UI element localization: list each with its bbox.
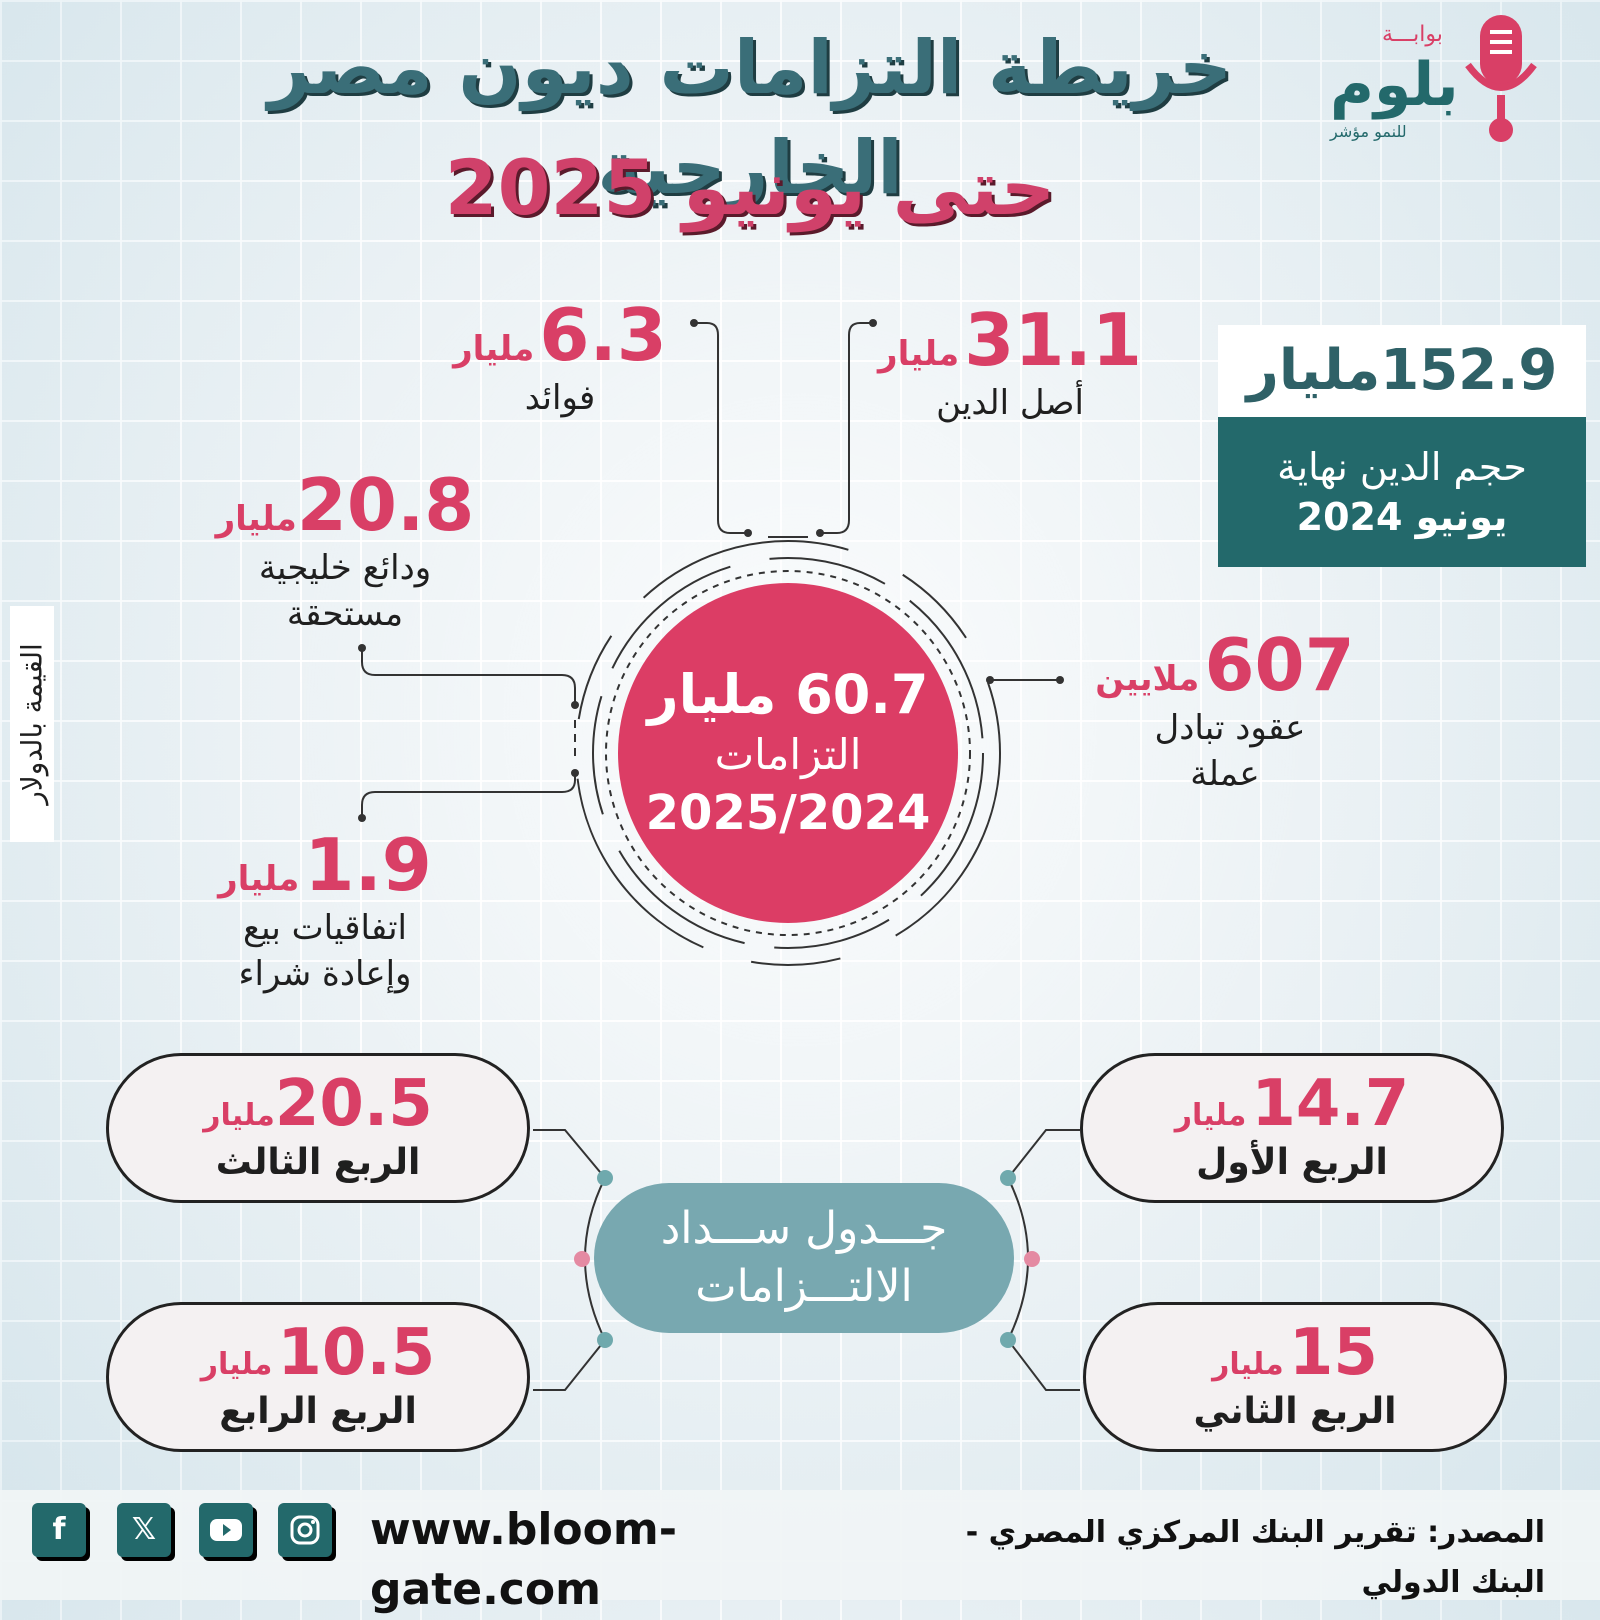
currency-note: القيمة بالدولار	[10, 606, 54, 842]
youtube-icon[interactable]	[199, 1503, 253, 1557]
source-note: المصدر: تقرير البنك المركزي المصري - الب…	[965, 1515, 1545, 1600]
website-link[interactable]: www.bloom-gate.com	[370, 1504, 677, 1615]
logo-name: بلوم	[1330, 50, 1459, 120]
obligations-circle: 60.7 مليار التزامات 2025/2024	[618, 583, 958, 923]
x-icon[interactable]: 𝕏	[117, 1503, 171, 1557]
repayment-schedule-title: جـــدول ســـداد الالتـــزامات	[594, 1183, 1014, 1333]
page-subtitle: حتى يونيو 2025	[444, 143, 1056, 232]
quarter-4-pill: 10.5 مليار الربع الرابع	[106, 1302, 530, 1452]
logo-mark-icon	[1465, 15, 1537, 142]
principal-stat: 31.1 مليار أصل الدين	[878, 298, 1142, 423]
bloom-logo: بوابـــة بلوم للنمو مؤشر	[1330, 10, 1570, 145]
quarter-2-pill: 15 مليار الربع الثاني	[1083, 1302, 1507, 1452]
repo-stat: 1.9 مليار اتفاقيات بيع وإعادة شراء	[218, 823, 432, 994]
interest-stat: 6.3 مليار فوائد	[453, 293, 667, 418]
footer-bar	[0, 1490, 1600, 1600]
currency-swaps-stat: 607 ملايين عقود تبادل عملة	[1095, 623, 1355, 794]
facebook-icon[interactable]: f	[32, 1503, 86, 1557]
logo-tagline: للنمو مؤشر	[1330, 122, 1407, 141]
instagram-icon[interactable]	[278, 1503, 332, 1557]
total-debt-value: 152.9مليار	[1218, 325, 1586, 417]
total-debt-label: حجم الدين نهاية يونيو 2024	[1218, 417, 1586, 567]
gulf-deposits-stat: 20.8مليار ودائع خليجية مستحقة	[215, 463, 475, 634]
quarter-1-pill: 14.7 مليار الربع الأول	[1080, 1053, 1504, 1203]
quarter-3-pill: 20.5مليار الربع الثالث	[106, 1053, 530, 1203]
page-title: خريطة التزامات ديون مصر الخارجية	[267, 25, 1233, 211]
logo-top-text: بوابـــة	[1382, 22, 1443, 47]
